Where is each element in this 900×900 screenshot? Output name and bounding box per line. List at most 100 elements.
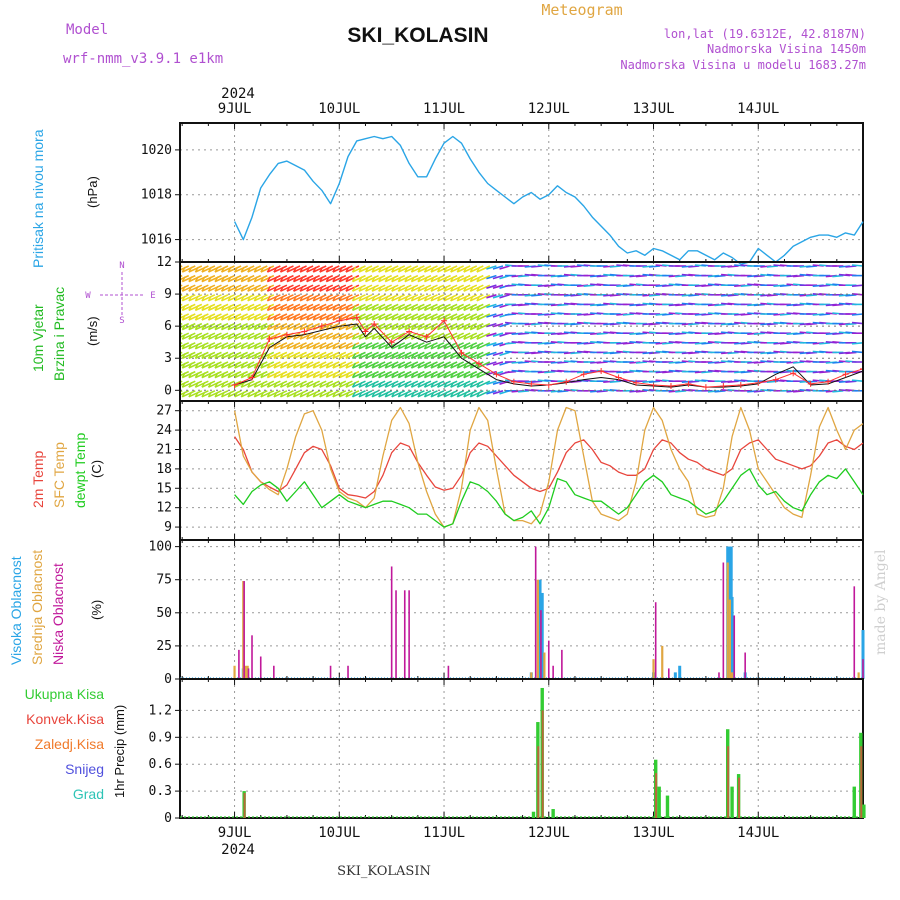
wind-barb-flag <box>227 314 232 321</box>
wind-barb <box>544 313 556 316</box>
wind-barb-flag <box>443 285 448 292</box>
wind-barb-flag <box>273 295 278 302</box>
wind-barb-flag <box>266 266 271 273</box>
wind-barb-flag <box>201 362 206 369</box>
wind-barb-flag <box>450 362 455 369</box>
wind-barb-flag <box>456 324 461 330</box>
wind-barb-flag <box>266 295 271 302</box>
wind-barb <box>476 303 491 312</box>
wind-barb-flag <box>332 391 337 398</box>
y-tick-label: 12 <box>156 501 172 516</box>
wind-barb <box>180 303 190 310</box>
wind-barb-flag <box>266 391 271 398</box>
wind-label-1: 10m Vjetar <box>30 304 46 372</box>
wind-barb <box>450 274 465 283</box>
wind-barb-flag <box>240 333 245 340</box>
wind-barb-flag <box>240 285 245 292</box>
wind-barb-flag <box>207 353 213 359</box>
wind-barb-flag <box>325 391 330 398</box>
wind-barb <box>214 313 229 321</box>
wind-barb <box>280 342 294 350</box>
wind-barb <box>411 332 425 340</box>
wind-barb <box>753 390 765 393</box>
wind-barb <box>662 284 674 287</box>
wind-barb-flag <box>404 295 409 302</box>
wind-gust-marker <box>510 378 517 385</box>
wind-barb <box>188 284 203 292</box>
wind-barb-flag <box>299 295 304 302</box>
wind-barb-flag <box>345 381 350 388</box>
wind-barb <box>325 370 340 379</box>
wind-barb-flag <box>391 314 396 321</box>
wind-barb <box>180 380 190 387</box>
wind-barb-flag <box>273 391 278 398</box>
wind-barb <box>352 370 366 379</box>
wind-barb-flag <box>319 266 324 273</box>
wind-barb <box>371 370 386 379</box>
wind-barb-flag <box>286 324 291 330</box>
wind-barb <box>397 351 412 360</box>
wind-barb-flag <box>194 353 199 359</box>
wind-barb-flag <box>423 353 429 359</box>
wind-barb <box>306 332 320 340</box>
wind-barb-flag <box>423 295 429 302</box>
wind-barb <box>339 284 353 292</box>
wind-barb-flag <box>260 295 265 302</box>
wind-barb-flag <box>364 295 370 302</box>
wind-barb-flag <box>397 381 402 388</box>
wind-barb-flag <box>469 372 474 378</box>
wind-barb-flag <box>181 333 186 340</box>
wind-barb-flag <box>430 285 435 292</box>
wind-barb-flag <box>469 276 474 282</box>
wind-barb-flag <box>378 372 383 378</box>
wind-barb-flag <box>188 324 193 330</box>
wind-barb-flag <box>351 353 357 359</box>
wind-barb <box>188 351 203 360</box>
wind-barb <box>221 303 235 312</box>
wind-barb-flag <box>319 362 324 369</box>
wind-barb <box>293 361 307 369</box>
wind-barb-flag <box>279 353 285 359</box>
wind-barb-flag <box>371 276 376 282</box>
wind-barb <box>450 284 465 292</box>
y-tick-label: 0 <box>164 672 172 687</box>
wind-barb-flag <box>201 305 206 311</box>
wind-barb <box>325 342 340 350</box>
wind-barb-flag <box>247 305 252 311</box>
wind-barb <box>234 313 248 321</box>
wind-barb <box>456 303 471 312</box>
wind-barb <box>286 322 301 331</box>
wind-barb <box>267 351 281 360</box>
wind-barb-flag <box>423 285 429 292</box>
wind-barb <box>227 332 242 340</box>
wind-gust-marker <box>580 371 587 378</box>
wind-barb-flag <box>351 305 357 311</box>
wind-barb-flag <box>436 276 442 282</box>
wind-barb-flag <box>319 381 324 388</box>
panel-frame <box>179 400 864 541</box>
wind-barb <box>195 380 209 388</box>
wind-barb-flag <box>364 314 370 321</box>
wind-barb-flag <box>319 372 324 378</box>
cloud-bar <box>540 610 542 679</box>
wind-barb-flag <box>436 266 442 273</box>
wind-barb <box>319 380 334 388</box>
wind-barb-flag <box>351 295 357 302</box>
wind-barb <box>365 351 379 360</box>
wind-barb-flag <box>391 353 396 359</box>
wind-barb <box>544 284 556 287</box>
wind-barb <box>293 390 307 398</box>
cloud-unit: (%) <box>89 600 104 620</box>
wind-barb-flag <box>247 266 252 273</box>
wind-barb-flag <box>299 353 304 359</box>
wind-barb-flag <box>247 362 252 369</box>
wind-barb-flag <box>469 343 474 350</box>
wind-barb-flag <box>181 266 186 273</box>
wind-barb-flag <box>292 295 298 302</box>
wind-barb <box>240 361 255 369</box>
wind-barb-flag <box>351 381 357 388</box>
wind-barb <box>675 390 687 393</box>
y-tick-label: 0 <box>164 811 172 826</box>
wind-barb <box>486 265 497 270</box>
wind-barb-flag <box>469 353 474 359</box>
